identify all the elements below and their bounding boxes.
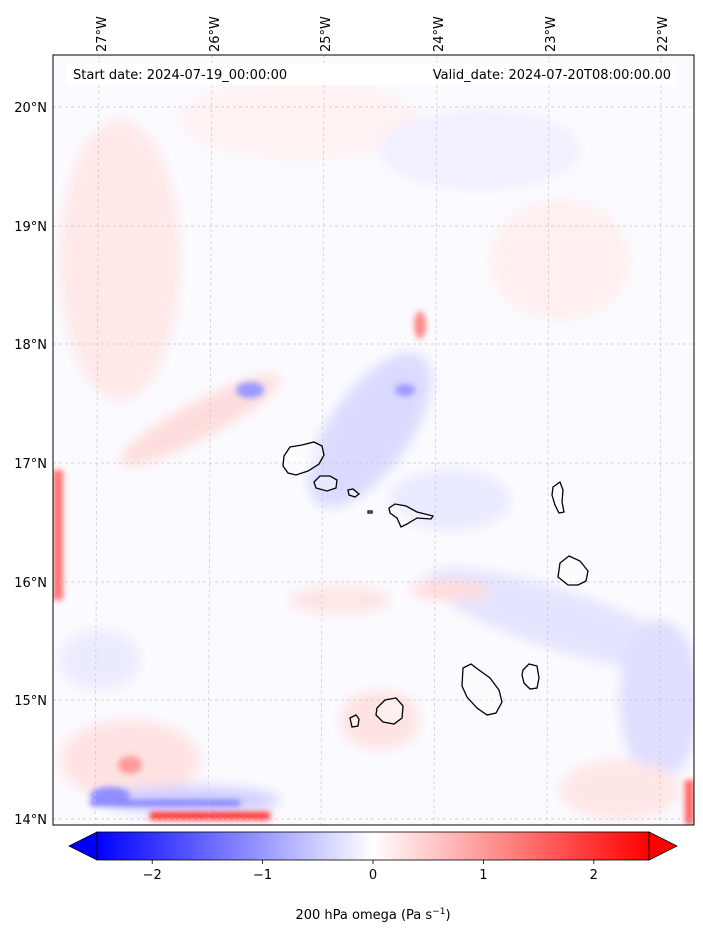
colorbar-tick-label: 1	[479, 868, 487, 883]
island-brava	[349, 714, 360, 728]
lon-tick-label: 27°W	[95, 16, 110, 52]
colorbar-tick-label: −2	[143, 868, 162, 883]
lon-tick-label: 26°W	[208, 16, 223, 52]
island-boa-vista	[557, 555, 589, 586]
map-frame	[52, 54, 695, 826]
colorbar-extend-high	[648, 831, 678, 861]
colorbar-extend-low	[68, 831, 98, 861]
lat-tick-label: 16°N	[14, 576, 47, 591]
valid-date-label: Valid_date: 2024-07-20T08:00:00.00	[433, 68, 671, 83]
lat-tick-label: 15°N	[14, 694, 47, 709]
omega-field	[53, 80, 694, 825]
colorbar-tick-label: 0	[369, 868, 377, 883]
gridlines	[53, 55, 694, 825]
colorbar-ticks: −2 −1 0 1 2	[143, 860, 598, 883]
island-sao-vicente	[313, 475, 338, 492]
coastlines	[282, 441, 589, 728]
latitude-axis: 20°N 19°N 18°N 17°N 16°N 15°N 14°N	[14, 101, 47, 828]
colorbar-gradient	[97, 832, 649, 860]
island-santa-luzia	[347, 488, 361, 498]
lon-tick-label: 22°W	[656, 16, 671, 52]
colorbar-label: 200 hPa omega (Pa s−1)	[295, 907, 450, 923]
island-sao-nicolau	[388, 503, 435, 528]
longitude-axis: 27°W 26°W 25°W 24°W 23°W 22°W	[95, 16, 671, 52]
island-fogo	[375, 697, 404, 725]
map-panel: Start date: 2024-07-19_00:00:00 Valid_da…	[52, 54, 695, 826]
colorbar: −2 −1 0 1 2 200 hPa omega (Pa s−1)	[68, 831, 678, 923]
colorbar-tick-label: −1	[253, 868, 272, 883]
lat-tick-label: 18°N	[14, 338, 47, 353]
info-box	[66, 63, 676, 85]
colorbar-tick-label: 2	[590, 868, 598, 883]
start-date-label: Start date: 2024-07-19_00:00:00	[73, 68, 287, 83]
lon-tick-label: 24°W	[432, 16, 447, 52]
island-santo-antao	[282, 441, 325, 476]
island-santiago	[461, 663, 503, 716]
lon-tick-label: 23°W	[544, 16, 559, 52]
lat-tick-label: 19°N	[14, 220, 47, 235]
lon-tick-label: 25°W	[319, 16, 334, 52]
lat-tick-label: 20°N	[14, 101, 47, 116]
island-sal	[551, 480, 565, 514]
lat-tick-label: 17°N	[14, 457, 47, 472]
island-branco	[367, 510, 373, 514]
island-maio	[521, 663, 540, 690]
lat-tick-label: 14°N	[14, 813, 47, 828]
